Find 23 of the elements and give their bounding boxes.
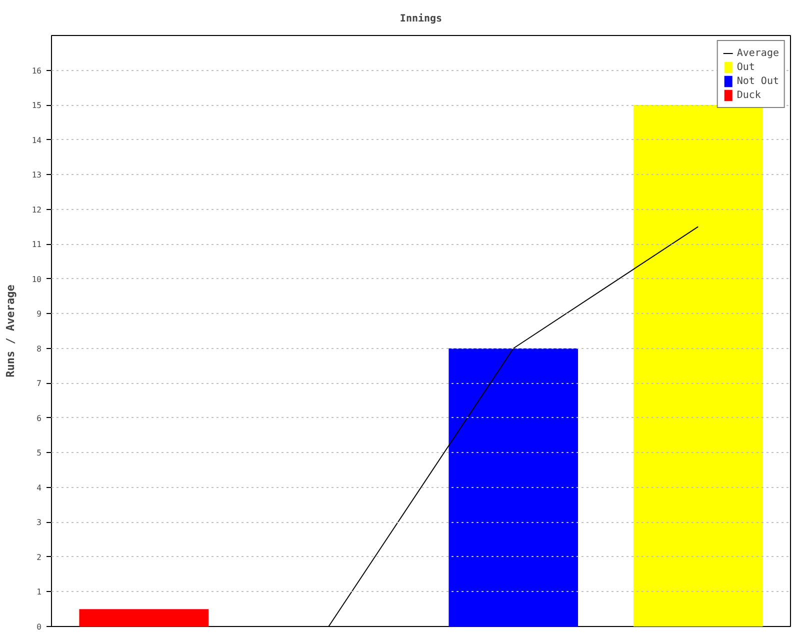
y-tick-label: 0 <box>36 622 42 632</box>
y-tick-label: 16 <box>32 66 42 76</box>
legend-label: Duck <box>736 88 761 102</box>
y-tick-label: 6 <box>36 414 42 423</box>
y-tick-label: 4 <box>36 483 42 492</box>
y-tick-label: 8 <box>36 344 42 354</box>
y-tick-label: 12 <box>32 205 42 214</box>
legend-label: Out <box>736 60 756 74</box>
y-tick-label: 14 <box>32 136 42 145</box>
y-tick-label: 2 <box>36 552 42 562</box>
chart-title: Innings <box>400 12 442 24</box>
y-axis-title: Runs / Average <box>4 284 17 378</box>
y-tick-label: 1 <box>36 588 42 597</box>
legend-label: Not Out <box>736 74 779 88</box>
y-tick-label: 15 <box>32 101 42 110</box>
y-tick-label: 9 <box>36 310 42 319</box>
legend-label: Average <box>736 46 779 60</box>
y-tick-label: 7 <box>36 379 42 388</box>
y-tick-label: 10 <box>32 274 42 284</box>
y-tick-label: 5 <box>36 448 42 458</box>
y-tick-label: 13 <box>32 170 42 180</box>
y-tick-label: 3 <box>36 518 42 528</box>
y-tick-label: 11 <box>32 240 42 250</box>
